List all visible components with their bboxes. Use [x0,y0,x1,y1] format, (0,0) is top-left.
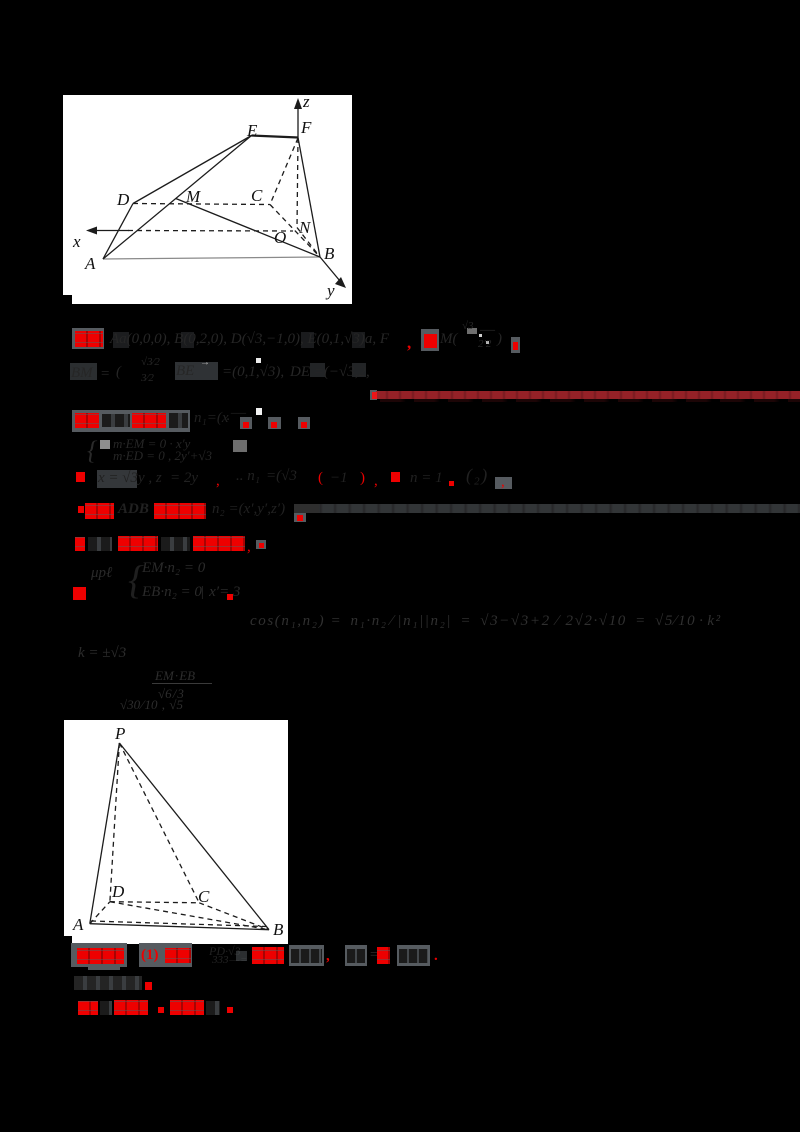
svg-text:A: A [84,254,96,273]
svg-text:D: D [111,882,125,901]
svg-text:C: C [251,186,263,205]
svg-text:M: M [185,187,201,206]
svg-text:D: D [116,190,130,209]
svg-text:E: E [246,121,258,140]
svg-text:N: N [298,218,312,237]
svg-text:z: z [302,95,310,111]
svg-text:C: C [198,887,210,906]
svg-text:P: P [114,724,125,743]
svg-text:B: B [324,244,335,263]
svg-text:F: F [300,118,312,137]
svg-text:B: B [273,920,284,939]
svg-text:x: x [72,232,81,251]
svg-text:O: O [274,228,286,247]
svg-text:y: y [325,281,335,300]
svg-text:A: A [72,915,84,934]
